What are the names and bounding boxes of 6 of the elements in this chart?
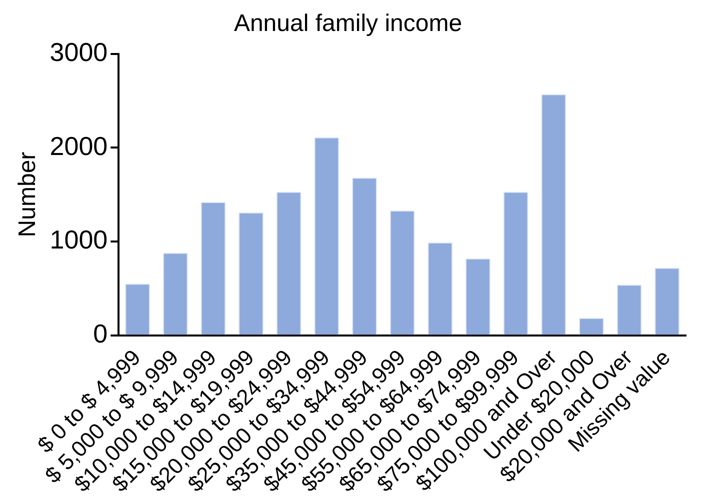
chart-title: Annual family income: [234, 10, 462, 38]
y-tick-label: 1000: [50, 224, 108, 255]
y-tick-label: 2000: [50, 130, 108, 161]
y-tick-label: 0: [93, 318, 108, 348]
y-axis-title: Number: [14, 152, 42, 238]
y-tick-label: 3000: [50, 36, 108, 67]
